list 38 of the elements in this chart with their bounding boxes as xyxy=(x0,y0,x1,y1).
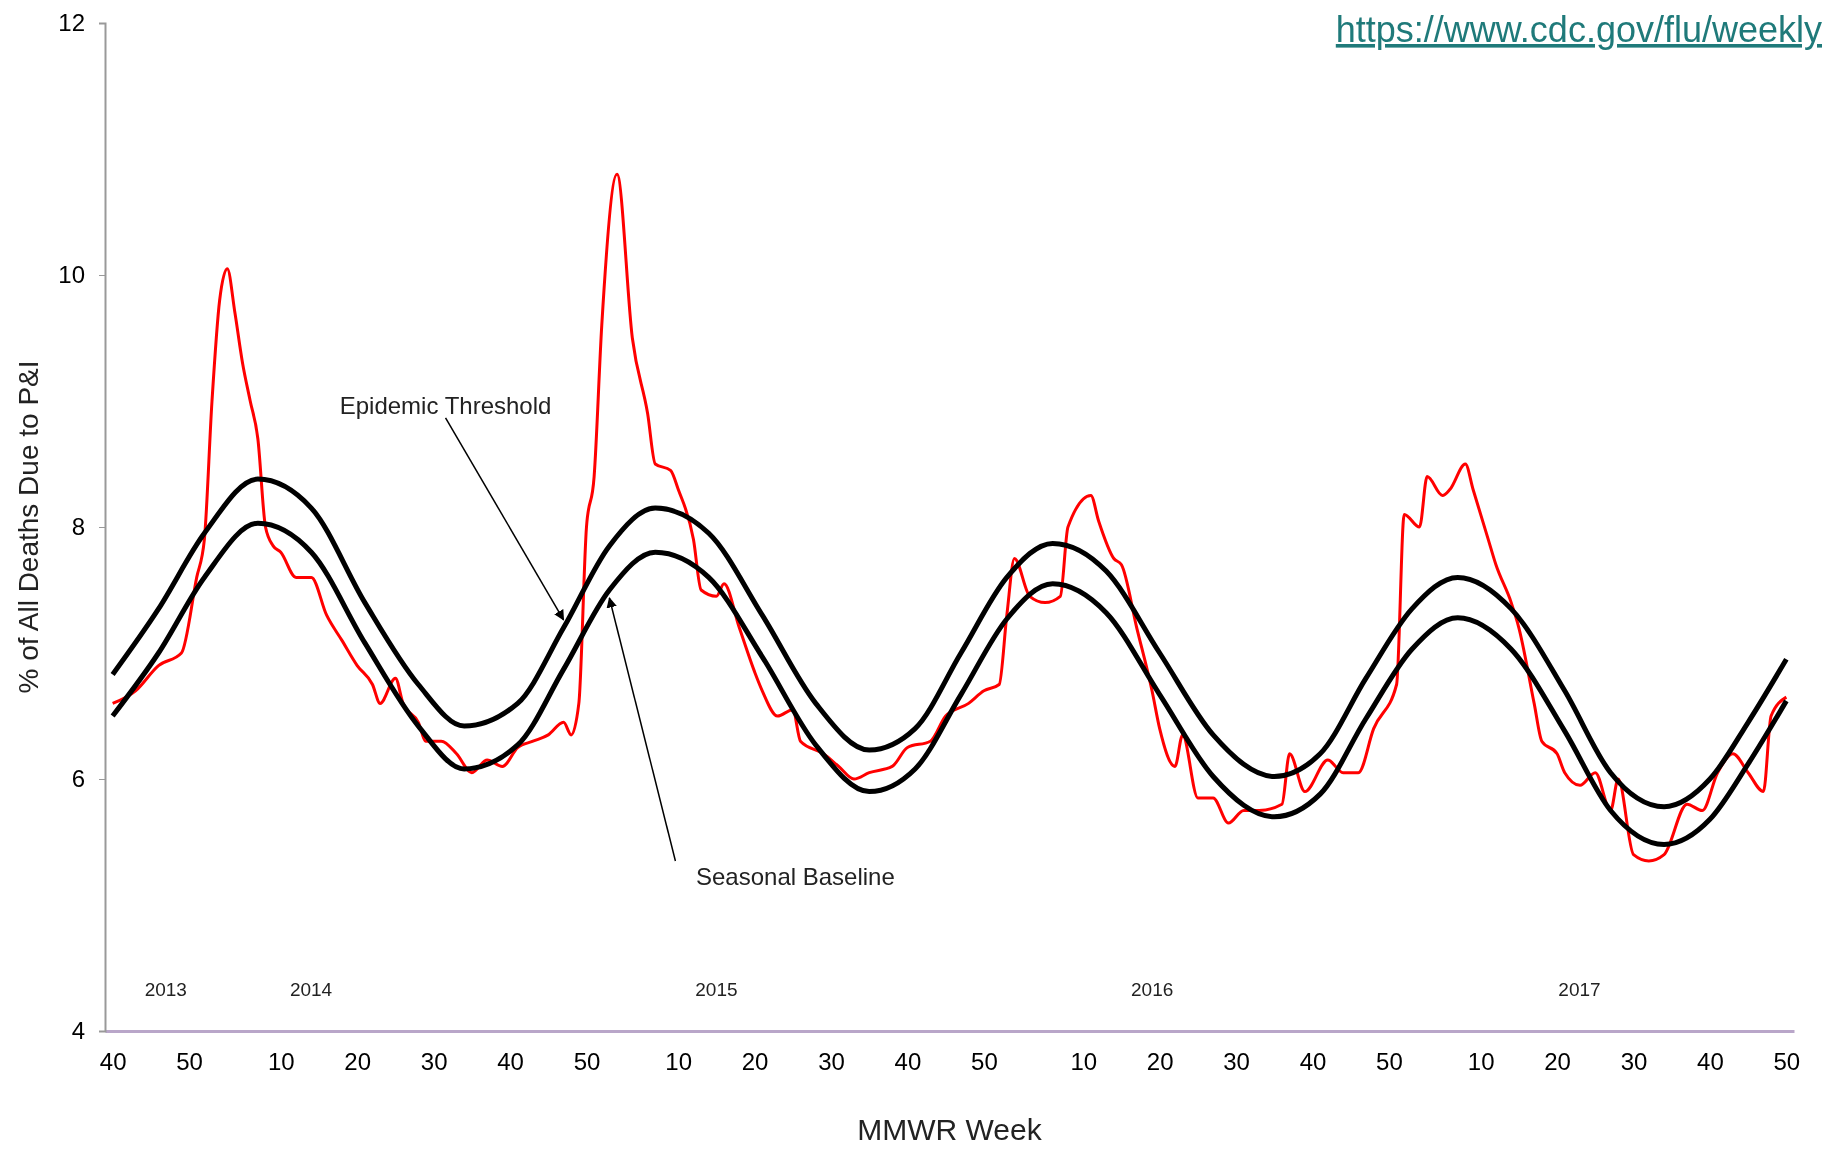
x-axis-title: MMWR Week xyxy=(857,1113,1043,1146)
x-tick-label: 50 xyxy=(1773,1048,1801,1076)
x-tick-label: 30 xyxy=(818,1048,845,1076)
y-tick-label: 4 xyxy=(71,1017,85,1045)
x-tick-label: 30 xyxy=(1620,1048,1648,1076)
annotation: 2013 xyxy=(144,979,187,1000)
x-tick-label: 10 xyxy=(267,1048,295,1076)
y-tick-label: 10 xyxy=(58,261,85,289)
x-tick-label: 20 xyxy=(344,1048,372,1076)
text: Epidemic Threshold xyxy=(339,391,552,419)
x-tick-label: 30 xyxy=(1223,1048,1250,1076)
x-tick-label: 40 xyxy=(497,1048,524,1076)
annotation: https://www.cdc.gov/flu/weekly xyxy=(1335,9,1822,50)
x-tick-label: 40 xyxy=(894,1048,922,1076)
y-tick-label: 6 xyxy=(71,765,85,793)
x-tick-label: 50 xyxy=(176,1048,203,1076)
x-tick-label: 30 xyxy=(420,1048,448,1076)
annotation: 2017 xyxy=(1558,979,1601,1000)
x-tick-label: 50 xyxy=(1376,1048,1403,1076)
x-tick-label: 40 xyxy=(1299,1048,1327,1076)
text: Seasonal Baseline xyxy=(696,863,895,890)
annotation: 2016 xyxy=(1131,979,1174,1000)
line-series xyxy=(111,172,1788,863)
x-tick-label: 40 xyxy=(99,1048,127,1076)
y-tick-label: 12 xyxy=(58,9,85,37)
x-tick-label: 40 xyxy=(1697,1048,1724,1076)
x-tick-label: 50 xyxy=(573,1048,601,1076)
x-tick-label: 20 xyxy=(1544,1048,1571,1076)
annotation: 2014 xyxy=(289,979,333,1000)
annotation: 2015 xyxy=(695,979,738,1000)
y-axis-title: % of All Deaths Due to P&I xyxy=(13,360,44,694)
x-tick-label: 20 xyxy=(741,1048,769,1076)
x-tick-label: 10 xyxy=(665,1048,693,1076)
x-tick-label: 20 xyxy=(1146,1048,1174,1076)
x-tick-label: 50 xyxy=(971,1048,998,1076)
x-tick-label: 10 xyxy=(1070,1048,1098,1076)
y-tick-label: 8 xyxy=(71,513,85,541)
x-tick-label: 10 xyxy=(1467,1048,1495,1076)
